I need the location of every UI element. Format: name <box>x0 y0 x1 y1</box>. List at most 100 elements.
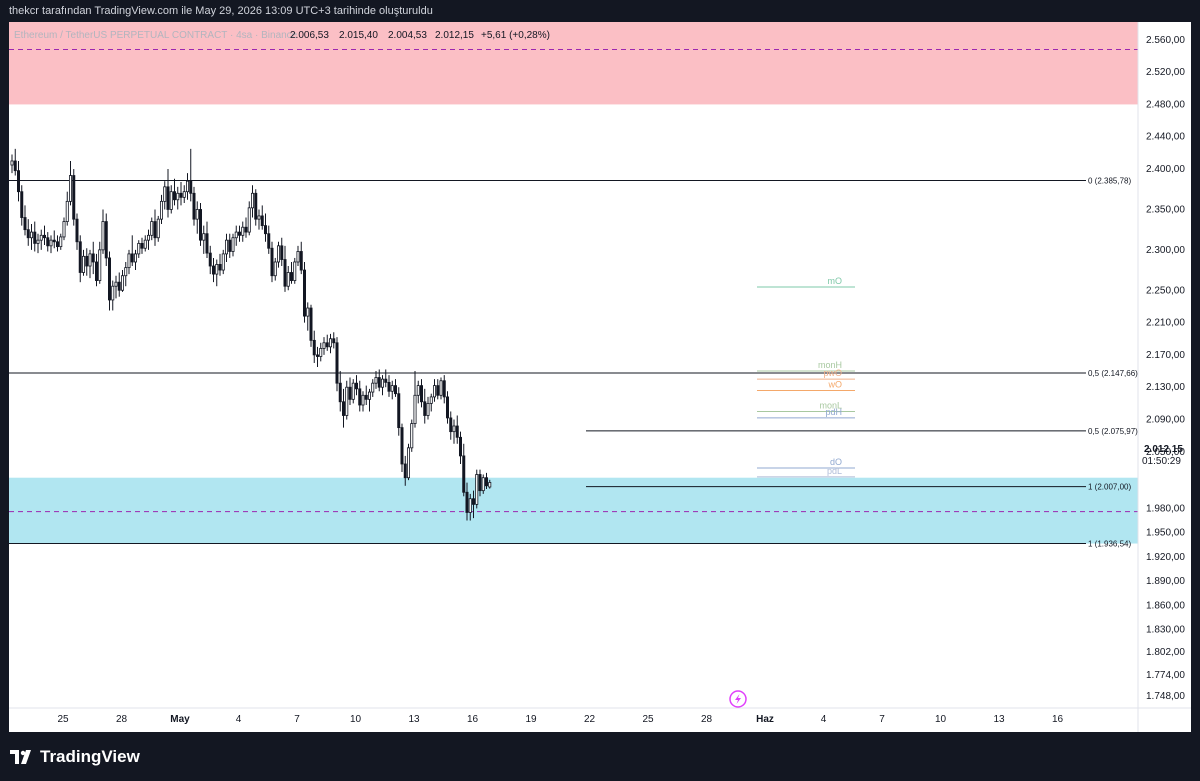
legend-high: 2.015,40 <box>339 30 378 41</box>
candle-body <box>52 239 56 243</box>
zones-layer <box>9 22 1138 544</box>
time-tick: 19 <box>525 714 537 725</box>
candle-body <box>387 381 391 392</box>
price-axis[interactable]: 2.560,00 2.520,00 2.480,00 2.440,00 2.400,00… <box>1146 35 1185 702</box>
lightning-icon[interactable] <box>729 690 747 708</box>
candle-body <box>59 236 63 248</box>
candle-body <box>221 253 225 271</box>
candle-body <box>108 257 112 301</box>
snapshot-caption: thekcr tarafından TradingView.com ile Ma… <box>0 0 1200 22</box>
candle-body <box>124 267 128 277</box>
candle-body <box>426 402 430 416</box>
legend-change: +5,61 (+0,28%) <box>481 30 550 41</box>
chart-area[interactable]: 0 (2.385,78) 0,5 (2.147,66) 0,5 (2.075,97)… <box>9 22 1191 732</box>
candle-body <box>403 463 407 479</box>
candle-body <box>273 261 277 277</box>
candle-body <box>166 186 170 210</box>
candle-body <box>254 192 258 220</box>
candle-body <box>436 385 440 396</box>
candle-body <box>98 249 102 281</box>
candle-body <box>10 160 14 166</box>
price-tick: 1.950,00 <box>1146 528 1185 539</box>
candle-body <box>393 385 397 395</box>
candle-body <box>211 265 215 275</box>
candle-body <box>85 255 89 267</box>
brand-name: TradingView <box>40 747 140 766</box>
candle-body <box>364 394 368 400</box>
fib-level-label: 0,5 (2.075,97) <box>1088 427 1138 436</box>
candle-body <box>95 261 99 281</box>
candle-body <box>185 180 189 193</box>
candle-body <box>140 242 144 249</box>
price-tick: 1.860,00 <box>1146 600 1185 611</box>
candle-body <box>280 245 284 260</box>
candle-body <box>478 474 482 492</box>
candle-body <box>65 200 69 222</box>
candle-body <box>13 160 17 172</box>
candle-body <box>270 247 274 277</box>
candle-body <box>224 239 228 255</box>
candle-body <box>16 170 20 193</box>
candle-body <box>91 253 95 263</box>
candle-body <box>465 491 469 513</box>
legend-low: 2.004,53 <box>388 30 427 41</box>
candle-body <box>205 233 209 254</box>
candle-body <box>293 261 297 281</box>
candle-body <box>56 241 60 248</box>
time-tick: May <box>170 714 190 725</box>
candle-body <box>29 231 33 239</box>
candle-body <box>351 382 355 400</box>
footer-bar <box>0 732 1200 781</box>
price-tick: 2.440,00 <box>1146 132 1185 143</box>
candle-body <box>117 281 121 291</box>
time-tick: 4 <box>821 714 827 725</box>
candle-body <box>338 382 342 403</box>
candle-body <box>20 191 24 218</box>
candle-body <box>302 269 306 317</box>
candle-body <box>36 239 40 244</box>
candle-body <box>449 417 453 433</box>
price-tick: 1.802,00 <box>1146 647 1185 658</box>
price-tick: 2.400,00 <box>1146 164 1185 175</box>
candle-body <box>267 233 271 249</box>
candle-body <box>374 377 378 384</box>
price-tick: 1.830,00 <box>1146 625 1185 636</box>
candle-body <box>319 348 323 357</box>
price-tick: 2.170,00 <box>1146 350 1185 361</box>
candle-body <box>101 221 105 251</box>
candle-body <box>439 380 443 396</box>
key-level-label: monL <box>819 400 842 410</box>
candle-body <box>49 239 53 247</box>
candle-body <box>146 234 150 241</box>
time-tick: 16 <box>467 714 479 725</box>
fib-level-label: 0,5 (2.147,66) <box>1088 369 1138 378</box>
candle-body <box>471 498 475 505</box>
candle-body <box>484 477 488 487</box>
candle-body <box>416 385 420 396</box>
candle-body <box>419 385 423 403</box>
candle-body <box>163 186 167 202</box>
candle-body <box>458 436 462 457</box>
time-axis[interactable]: 25 28 May 4 7 10 13 16 19 22 25 28 Haz 4 7 10 13 16 <box>57 714 1063 725</box>
candle-body <box>104 221 108 259</box>
candle-body <box>228 239 232 252</box>
candle-body <box>43 234 47 239</box>
candle-body <box>237 231 241 236</box>
time-tick: 7 <box>294 714 300 725</box>
key-level-label: pdH <box>825 407 842 417</box>
candle-body <box>345 386 349 416</box>
tradingview-logo[interactable]: TradingView <box>10 746 140 768</box>
candle-body <box>78 241 82 273</box>
price-chart[interactable]: 0 (2.385,78) 0,5 (2.147,66) 0,5 (2.075,97)… <box>9 22 1191 732</box>
fib-level-label: 1 (2.007,00) <box>1088 483 1131 492</box>
candle-body <box>354 382 358 390</box>
time-tick: 25 <box>57 714 69 725</box>
price-tick: 2.050,00 <box>1146 447 1185 458</box>
time-tick: 10 <box>935 714 947 725</box>
candle-body <box>195 209 199 220</box>
candle-body <box>384 378 388 383</box>
time-tick: 7 <box>879 714 885 725</box>
time-tick: 28 <box>701 714 713 725</box>
time-tick: 28 <box>116 714 128 725</box>
candle-body <box>159 200 163 220</box>
